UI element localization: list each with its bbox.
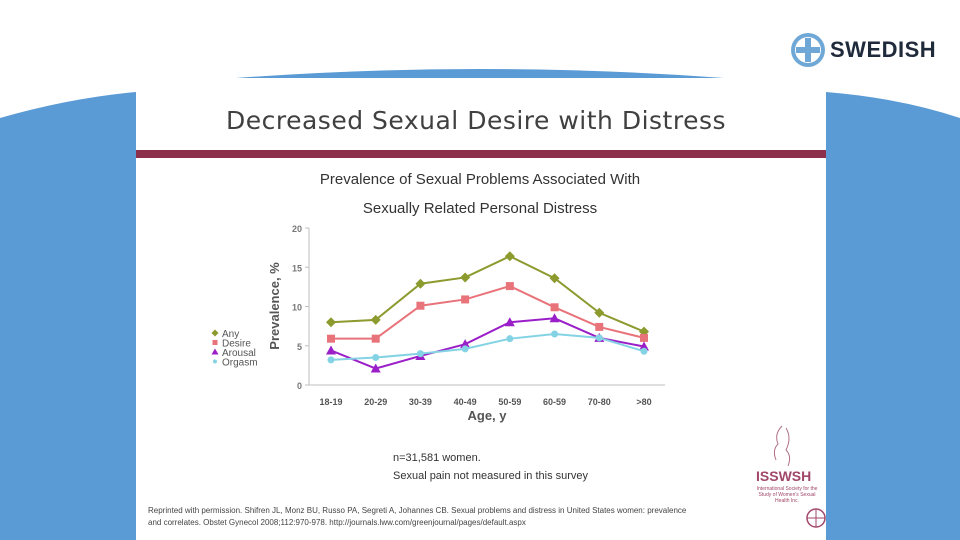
chart-title: Prevalence of Sexual Problems Associated…	[260, 165, 700, 223]
data-point-orgasm	[416, 350, 424, 358]
isswsh-title: ISSWSH	[756, 468, 812, 484]
x-tick-label: 18-19	[319, 397, 342, 407]
reference-line-1: Reprinted with permission. Shifren JL, M…	[148, 506, 687, 515]
data-point-arousal	[639, 341, 649, 351]
isswsh-logo	[773, 425, 826, 528]
left-side-band	[0, 92, 136, 540]
series-line-any	[330, 255, 645, 333]
x-tick-label: >80	[636, 397, 651, 407]
x-tick-label: 70-80	[588, 397, 611, 407]
data-point-orgasm	[506, 335, 514, 343]
title-underline-bar	[136, 150, 826, 158]
data-point-any	[549, 273, 560, 284]
right-side-band	[826, 92, 960, 540]
data-point-any	[415, 278, 426, 289]
data-point-any	[326, 317, 336, 328]
data-point-desire	[640, 333, 648, 342]
data-point-arousal	[460, 339, 471, 349]
data-point-desire	[416, 301, 425, 310]
data-point-orgasm	[327, 356, 335, 364]
x-tick-label: 30-39	[409, 397, 432, 407]
data-point-any	[370, 314, 381, 325]
x-tick-label: 20-29	[364, 397, 387, 407]
data-point-desire	[595, 322, 604, 331]
slide-panel	[136, 88, 826, 536]
brand-name: SWEDISH	[830, 37, 937, 62]
data-point-any	[460, 272, 471, 283]
data-point-arousal	[326, 345, 336, 355]
legend-marker-desire	[212, 340, 218, 345]
top-arc-band	[236, 69, 724, 78]
x-tick-label: 50-59	[498, 397, 521, 407]
x-axis-label: Age, y	[467, 408, 507, 423]
chart-title-line-2: Sexually Related Personal Distress	[362, 200, 598, 217]
data-point-orgasm	[595, 334, 603, 342]
swedish-logo: SWEDISH	[790, 30, 936, 70]
series-line-arousal	[330, 317, 645, 370]
sample-size-note: n=31,581 women.	[393, 452, 481, 464]
slide-title: Decreased Sexual Desire with Distress	[226, 106, 727, 135]
data-point-desire	[371, 334, 380, 343]
data-point-orgasm	[640, 347, 648, 355]
y-tick-label: 5	[297, 342, 302, 352]
series-line-orgasm	[330, 332, 645, 361]
legend-marker-orgasm	[213, 359, 217, 364]
pain-note: Sexual pain not measured in this survey	[393, 470, 589, 482]
legend-label-arousal: Arousal	[222, 348, 256, 359]
data-point-any	[504, 251, 515, 262]
reference-citation: Reprinted with permission. Shifren JL, M…	[148, 505, 738, 529]
reference-line-2: and correlates. Obstet Gynecol 2008;112:…	[148, 518, 526, 527]
legend-marker-arousal	[211, 348, 219, 355]
y-tick-label: 0	[297, 381, 302, 391]
x-tick-label: 40-49	[454, 397, 477, 407]
isswsh-silhouette-icon	[773, 425, 791, 467]
data-point-arousal	[504, 317, 515, 327]
data-point-desire	[505, 282, 514, 291]
y-tick-label: 20	[292, 224, 302, 234]
data-point-orgasm	[461, 345, 469, 353]
data-point-any	[594, 307, 605, 318]
isswsh-subtitle: International Society for the Study of W…	[756, 486, 818, 504]
data-point-desire	[327, 334, 335, 343]
data-point-orgasm	[551, 330, 559, 338]
legend-label-orgasm: Orgasm	[222, 358, 258, 369]
data-point-orgasm	[372, 354, 380, 362]
data-point-desire	[550, 303, 559, 312]
data-point-arousal	[549, 313, 560, 323]
x-tick-label: 60-59	[543, 397, 566, 407]
legend-marker-any	[211, 329, 219, 337]
y-tick-label: 10	[292, 303, 302, 313]
legend-label-desire: Desire	[222, 339, 251, 350]
y-tick-label: 15	[292, 263, 302, 273]
legend-label-any: Any	[222, 329, 239, 340]
data-point-desire	[461, 295, 470, 304]
y-axis-label: Prevalence, %	[267, 262, 282, 350]
chart-title-line-1: Prevalence of Sexual Problems Associated…	[319, 171, 641, 188]
data-point-arousal	[370, 363, 381, 373]
swedish-cross-icon	[791, 33, 825, 67]
series-line-desire	[331, 285, 645, 340]
